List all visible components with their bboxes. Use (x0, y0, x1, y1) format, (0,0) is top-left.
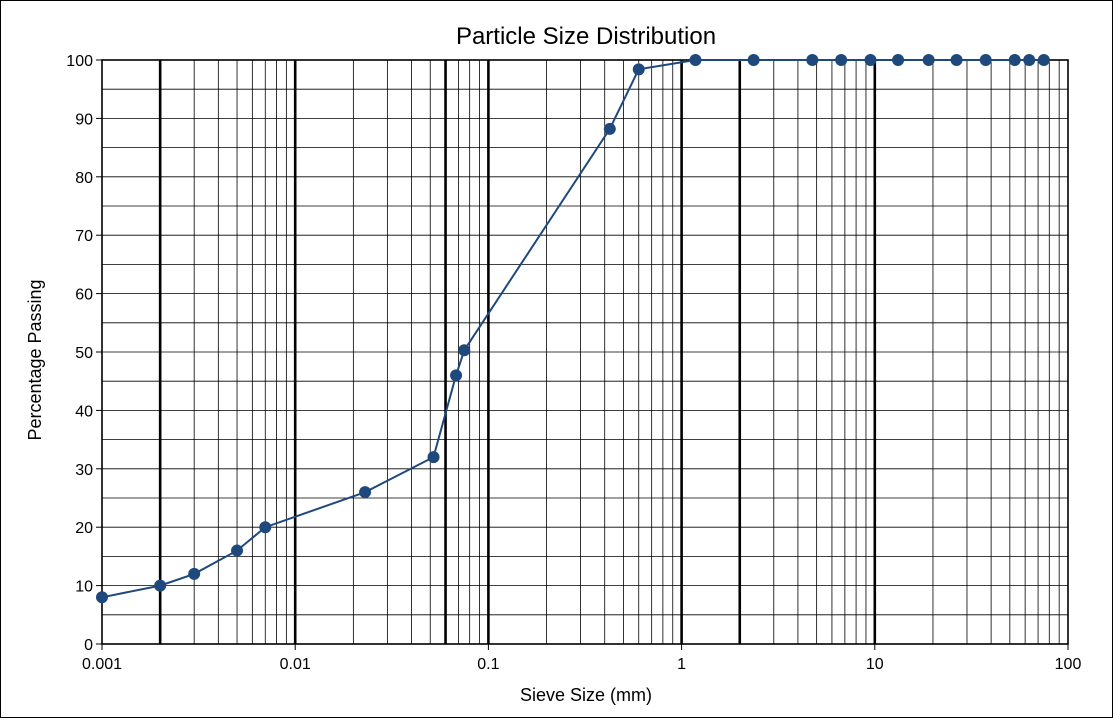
data-point (450, 369, 463, 382)
data-point (259, 521, 272, 534)
y-tick-label: 40 (75, 403, 93, 420)
x-tick-label: 0.01 (280, 656, 311, 673)
y-tick-label: 50 (75, 345, 93, 362)
y-tick-label: 100 (66, 53, 93, 70)
x-tick-label: 1 (677, 656, 686, 673)
series-line (101, 59, 1044, 599)
data-point (632, 63, 645, 76)
data-point (806, 54, 819, 66)
data-point (689, 54, 702, 66)
axes: 0 10 20 30 40 50 60 70 80 90 100 0.001 0.01 0.1 1 10 100 (66, 53, 1081, 673)
grid (102, 60, 1068, 644)
x-axis-title: Sieve Size (mm) (520, 685, 652, 705)
data-point (359, 486, 372, 499)
data-point (922, 54, 935, 66)
data-point (188, 567, 201, 580)
data-point (1008, 54, 1021, 66)
y-tick-label: 10 (75, 579, 93, 596)
data-point (154, 579, 167, 592)
data-point (892, 54, 905, 66)
y-tick-label: 70 (75, 228, 93, 245)
data-point (96, 591, 108, 604)
data-point (231, 544, 244, 557)
data-point (950, 54, 963, 66)
data-point (427, 451, 440, 464)
data-point (864, 54, 877, 66)
data-point (747, 54, 760, 66)
chart-title: Particle Size Distribution (456, 23, 716, 50)
y-tick-label: 60 (75, 287, 93, 304)
data-point (603, 122, 616, 135)
x-tick-label: 10 (866, 656, 884, 673)
y-axis-title: Percentage Passing (25, 279, 45, 440)
x-tick-label: 0.001 (82, 656, 122, 673)
y-tick-label: 20 (75, 520, 93, 537)
x-tick-label: 0.1 (477, 656, 499, 673)
y-tick-label: 30 (75, 462, 93, 479)
y-tick-label: 90 (75, 111, 93, 128)
data-point (458, 344, 471, 357)
data-point (835, 54, 848, 66)
data-series (96, 54, 1050, 604)
data-point (979, 54, 992, 66)
y-tick-label: 0 (84, 637, 93, 654)
y-tick-label: 80 (75, 170, 93, 187)
x-tick-label: 100 (1055, 656, 1082, 673)
data-point (1023, 54, 1036, 66)
data-point (1037, 54, 1050, 66)
